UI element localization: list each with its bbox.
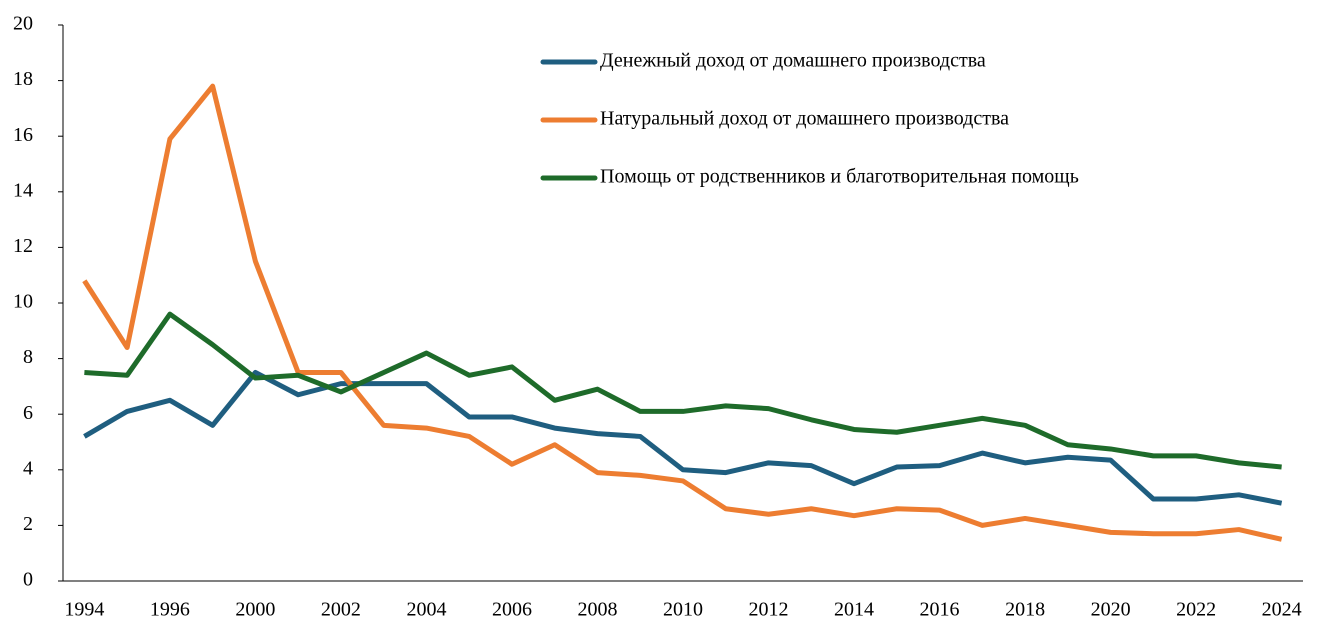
y-tick-label: 16: [13, 124, 33, 146]
y-tick-label: 2: [23, 513, 33, 535]
legend-label: Помощь от родственников и благотворитель…: [600, 166, 1079, 188]
x-tick-label: 2006: [492, 599, 532, 621]
y-tick-label: 10: [13, 291, 33, 313]
x-tick-label: 2016: [920, 599, 960, 621]
y-tick-label: 18: [13, 68, 33, 90]
y-tick-label: 8: [23, 346, 33, 368]
y-tick-label: 0: [23, 569, 33, 591]
x-tick-label: 2000: [235, 599, 275, 621]
x-tick-label: 2010: [663, 599, 703, 621]
x-tick-label: 2020: [1091, 599, 1131, 621]
legend-label: Натуральный доход от домашнего производс…: [600, 108, 1009, 130]
x-tick-label: 2014: [834, 599, 874, 621]
y-tick-label: 12: [13, 235, 33, 257]
x-tick-label: 2002: [321, 599, 361, 621]
y-tick-label: 20: [13, 13, 33, 35]
x-tick-label: 2004: [406, 599, 446, 621]
series-line: [82, 83, 1283, 542]
x-tick-label: 2018: [1005, 599, 1045, 621]
x-tick-label: 2022: [1176, 599, 1216, 621]
series-line: [83, 370, 1283, 506]
x-tick-label: 1994: [64, 599, 104, 621]
legend-label: Денежный доход от домашнего производства: [600, 50, 986, 72]
y-tick-label: 6: [23, 402, 33, 424]
y-tick-label: 14: [13, 179, 33, 201]
y-tick-label: 4: [23, 457, 33, 479]
x-tick-label: 1996: [150, 599, 190, 621]
x-tick-label: 2012: [749, 599, 789, 621]
x-tick-label: 2008: [577, 599, 617, 621]
series-line: [84, 311, 1282, 470]
x-tick-label: 2024: [1262, 599, 1302, 621]
